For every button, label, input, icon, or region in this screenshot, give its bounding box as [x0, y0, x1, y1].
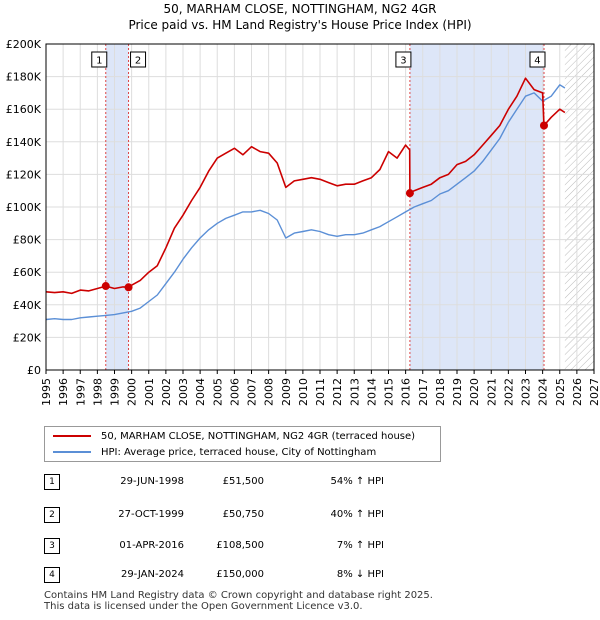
- legend-label-hpi: HPI: Average price, terraced house, City…: [101, 446, 377, 458]
- sale-row-4: 4 29-JAN-2024 £150,000 8% ↓ HPI: [44, 567, 464, 585]
- x-tick-label: 2009: [280, 378, 293, 406]
- legend-item-property: 50, MARHAM CLOSE, NOTTINGHAM, NG2 4GR (t…: [53, 429, 415, 443]
- footer-copyright: Contains HM Land Registry data © Crown c…: [44, 590, 433, 601]
- sale-hpi-diff: 8% ↓ HPI: [336, 569, 384, 580]
- x-tick-label: 2019: [451, 378, 464, 406]
- x-tick-label: 2015: [383, 378, 396, 406]
- y-tick-label: £60K: [13, 266, 42, 279]
- y-tick-label: £120K: [6, 168, 42, 181]
- footer: Contains HM Land Registry data © Crown c…: [44, 590, 433, 612]
- sale-date: 01-APR-2016: [119, 540, 184, 551]
- y-tick-label: £140K: [6, 136, 42, 149]
- legend-swatch-hpi: [53, 451, 91, 453]
- y-tick-label: £0: [27, 364, 41, 377]
- x-tick-label: 2017: [417, 378, 430, 406]
- x-tick-label: 2003: [177, 378, 190, 406]
- x-tick-label: 2026: [571, 378, 584, 406]
- sale-hpi-diff: 7% ↑ HPI: [336, 540, 384, 551]
- x-tick-label: 2002: [160, 378, 173, 406]
- x-tick-label: 2012: [331, 378, 344, 406]
- x-tick-label: 2011: [314, 378, 327, 406]
- sale-hpi-diff: 40% ↑ HPI: [330, 509, 384, 520]
- x-tick-label: 2013: [348, 378, 361, 406]
- x-tick-label: 2027: [588, 378, 600, 406]
- sale-number-badge: 2: [44, 507, 60, 523]
- x-tick-label: 2014: [365, 378, 378, 406]
- x-tick-label: 2000: [126, 378, 139, 406]
- legend-item-hpi: HPI: Average price, terraced house, City…: [53, 445, 376, 459]
- sale-marker-box-2: [130, 51, 147, 68]
- sale-row-1: 1 29-JUN-1998 £51,500 54% ↑ HPI: [44, 474, 464, 492]
- sale-point-2: [124, 283, 133, 292]
- sale-point-1: [101, 282, 110, 291]
- sale-marker-box-4: [529, 51, 546, 68]
- y-tick-label: £180K: [6, 71, 42, 84]
- x-tick-label: 2025: [554, 378, 567, 406]
- sale-number-badge: 4: [44, 567, 60, 583]
- sale-hpi-diff: 54% ↑ HPI: [330, 476, 384, 487]
- sale-row-2: 2 27-OCT-1999 £50,750 40% ↑ HPI: [44, 507, 464, 525]
- x-tick-label: 2016: [400, 378, 413, 406]
- x-tick-label: 2004: [194, 378, 207, 406]
- legend-swatch-property: [53, 435, 91, 437]
- sale-number-badge: 1: [44, 474, 60, 490]
- chart-subtitle: Price paid vs. HM Land Registry's House …: [128, 18, 472, 32]
- sale-marker-box-1: [91, 51, 108, 68]
- y-tick-label: £160K: [6, 103, 42, 116]
- x-tick-label: 1996: [57, 378, 70, 406]
- plot-frame: [45, 43, 595, 371]
- x-tick-label: 2024: [537, 378, 550, 406]
- y-tick-label: £40K: [13, 299, 42, 312]
- sale-price: £50,750: [222, 509, 264, 520]
- x-tick-label: 2021: [485, 378, 498, 406]
- sale-price: £150,000: [216, 569, 264, 580]
- sale-number-badge: 3: [44, 538, 60, 554]
- x-tick-label: 2018: [434, 378, 447, 406]
- series-line-hpi: [45, 84, 566, 321]
- x-tick-label: 1997: [74, 378, 87, 406]
- sale-marker-label-2: 2: [135, 56, 141, 67]
- sale-price: £51,500: [222, 476, 264, 487]
- sale-point-3: [405, 189, 414, 198]
- x-tick-label: 2010: [297, 378, 310, 406]
- y-tick-label: £20K: [13, 331, 42, 344]
- legend-label-property: 50, MARHAM CLOSE, NOTTINGHAM, NG2 4GR (t…: [101, 430, 416, 442]
- x-tick-label: 2005: [211, 378, 224, 406]
- x-tick-label: 2023: [520, 378, 533, 406]
- sale-point-4: [539, 121, 548, 130]
- sale-date: 27-OCT-1999: [118, 509, 184, 520]
- sale-row-3: 3 01-APR-2016 £108,500 7% ↑ HPI: [44, 538, 464, 556]
- y-tick-label: £80K: [13, 234, 42, 247]
- x-tick-label: 1998: [91, 378, 104, 406]
- legend: 50, MARHAM CLOSE, NOTTINGHAM, NG2 4GR (t…: [44, 426, 441, 462]
- x-tick-label: 2001: [143, 378, 156, 406]
- x-tick-label: 2020: [468, 378, 481, 406]
- sale-marker-label-1: 1: [96, 56, 102, 67]
- sale-price: £108,500: [216, 540, 264, 551]
- x-tick-label: 2006: [228, 378, 241, 406]
- x-tick-label: 2007: [246, 378, 259, 406]
- x-tick-label: 1995: [40, 378, 53, 406]
- sale-date: 29-JAN-2024: [120, 569, 184, 580]
- x-tick-label: 2022: [502, 378, 515, 406]
- y-tick-label: £100K: [6, 201, 42, 214]
- x-tick-label: 1999: [109, 378, 122, 406]
- price-chart: £0 £20K £40K £60K £80K £100K £120K £140K £160K £1…: [6, 38, 600, 406]
- sale-date: 29-JUN-1998: [120, 476, 184, 487]
- footer-licence: This data is licensed under the Open Gov…: [44, 601, 363, 612]
- chart-title: 50, MARHAM CLOSE, NOTTINGHAM, NG2 4GR: [163, 2, 437, 16]
- sale-marker-box-3: [395, 51, 412, 68]
- y-tick-label: £200K: [6, 38, 42, 51]
- sale-marker-label-4: 4: [534, 56, 540, 67]
- sale-marker-label-3: 3: [400, 56, 406, 67]
- x-tick-label: 2008: [263, 378, 276, 406]
